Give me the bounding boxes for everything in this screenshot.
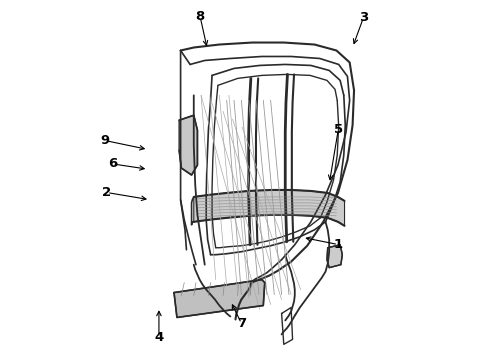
Text: 7: 7 <box>237 317 246 330</box>
Text: 4: 4 <box>154 331 164 344</box>
Text: 5: 5 <box>334 123 343 136</box>
Polygon shape <box>194 190 344 226</box>
Text: 2: 2 <box>102 186 112 199</box>
Polygon shape <box>174 280 265 318</box>
Text: 6: 6 <box>108 157 117 170</box>
Text: 8: 8 <box>196 10 205 23</box>
Polygon shape <box>179 115 197 175</box>
Text: 3: 3 <box>359 12 368 24</box>
Text: 1: 1 <box>334 238 343 251</box>
Text: 9: 9 <box>100 134 110 147</box>
Polygon shape <box>327 245 343 268</box>
